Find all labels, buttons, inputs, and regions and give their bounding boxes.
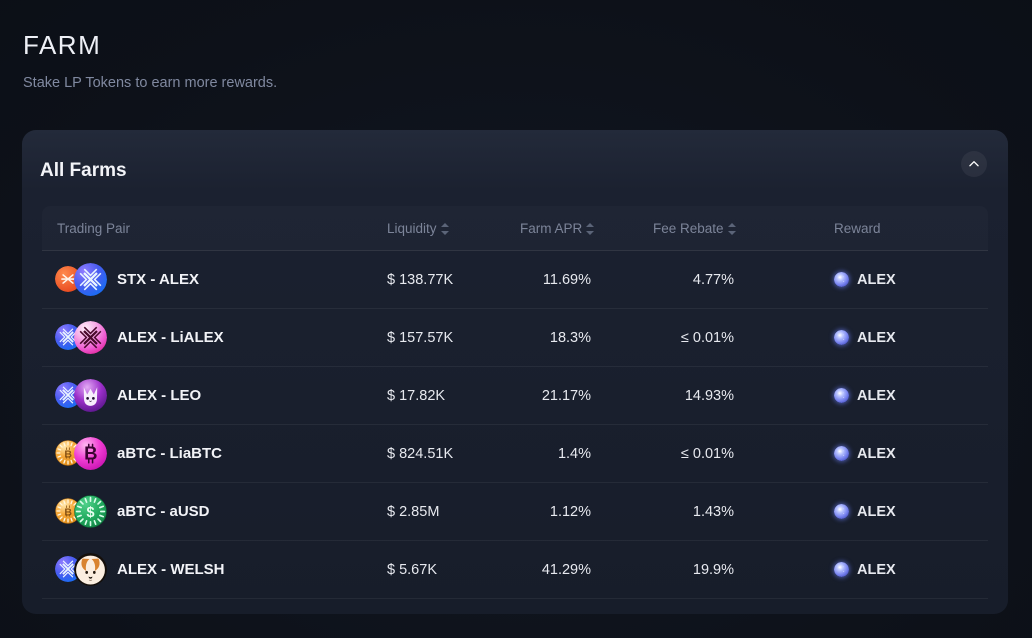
svg-text:B: B — [84, 442, 97, 463]
svg-text:B: B — [64, 448, 72, 460]
svg-text:$: $ — [86, 505, 94, 521]
svg-text:B: B — [64, 506, 72, 518]
